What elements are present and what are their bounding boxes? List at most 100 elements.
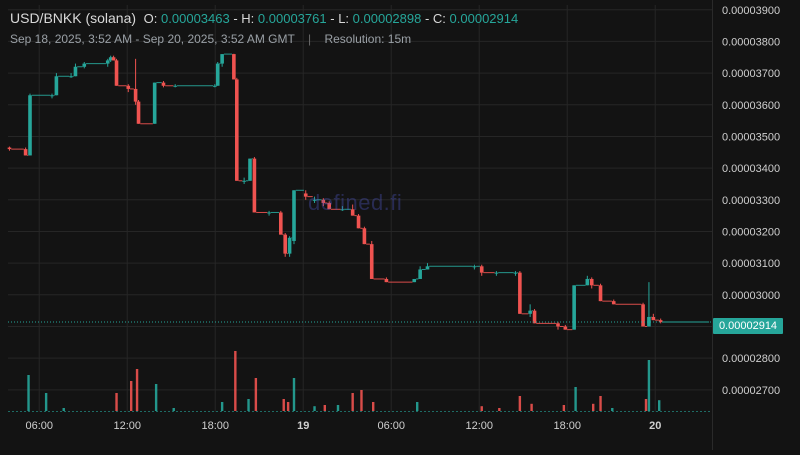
volume-bar: [360, 390, 363, 411]
volume-bar: [220, 402, 224, 411]
candle-body: [73, 66, 78, 77]
candle-body: [513, 272, 518, 274]
candle-body: [532, 310, 537, 324]
candle-body: [267, 212, 271, 214]
volume-bar: [599, 396, 602, 411]
x-tick-label: 18:00: [201, 420, 229, 432]
volume-bar: [498, 408, 501, 411]
y-tick-label: 0.00002700: [722, 385, 780, 397]
candle-body: [248, 158, 252, 181]
y-tick-label: 0.00003000: [722, 290, 780, 302]
close-label: C:: [432, 11, 446, 26]
candle-body: [252, 158, 257, 213]
candle-body: [384, 278, 389, 283]
candle-body: [82, 63, 87, 67]
volume-bar: [292, 378, 296, 411]
x-tick-label: 19: [297, 420, 309, 432]
candle-body: [585, 278, 590, 286]
high-label: H:: [241, 11, 255, 26]
candle-body: [472, 266, 477, 268]
volume-bar: [644, 399, 648, 411]
x-tick-label: 20: [649, 420, 661, 432]
volume-bar: [562, 405, 566, 411]
open-label: O:: [143, 11, 158, 26]
candle-body: [321, 199, 326, 203]
high-value: 0.00003761: [257, 11, 327, 26]
candle-body: [412, 278, 417, 283]
candle-body: [418, 269, 422, 279]
volume-bar: [254, 378, 258, 411]
y-tick-label: 0.00003900: [722, 5, 780, 17]
resolution-label: Resolution: 15m: [324, 32, 412, 46]
y-tick-label: 0.00003100: [722, 258, 780, 270]
volume-bar: [658, 400, 661, 411]
range-separator: |: [307, 32, 312, 46]
candle-body: [556, 323, 560, 327]
low-value: 0.00002898: [352, 11, 422, 26]
candle-body: [126, 85, 131, 89]
candle-body: [572, 285, 576, 330]
sep-dash: -: [330, 11, 339, 26]
candle-body: [111, 57, 116, 61]
candle-body: [136, 101, 141, 124]
volume-bar: [62, 408, 65, 411]
volume-bar: [44, 393, 48, 411]
candle-body: [518, 272, 522, 314]
watermark: defined.fi: [308, 190, 403, 215]
candle-body: [215, 63, 220, 86]
volume-bar: [130, 381, 133, 411]
volume-bar: [154, 384, 158, 411]
x-tick-label: 06:00: [377, 420, 405, 432]
volume-bar: [135, 369, 139, 411]
candle-body: [173, 85, 177, 87]
x-tick-label: 12:00: [113, 420, 141, 432]
candle-body: [425, 266, 430, 270]
close-value: 0.00002914: [449, 11, 519, 26]
candle-body: [279, 212, 283, 235]
candle-body: [611, 301, 616, 305]
y-tick-label: 0.00003400: [722, 163, 780, 175]
candle-body: [69, 76, 73, 78]
volume-bar: [172, 408, 175, 411]
candle-body: [152, 82, 157, 124]
candle-body: [292, 190, 296, 241]
candle-body: [232, 54, 236, 80]
open-value: 0.00003463: [161, 11, 230, 26]
volume-bar: [286, 402, 290, 411]
volume-bar: [323, 405, 326, 411]
candle-body: [283, 234, 287, 254]
candle-body: [350, 209, 355, 216]
candle-body: [312, 199, 317, 201]
low-label: L:: [338, 11, 350, 26]
y-tick-label: 0.00003800: [722, 36, 780, 48]
candle-body: [479, 266, 484, 273]
candle-body: [105, 60, 110, 64]
sep-dash: -: [233, 11, 242, 26]
volume-bar: [611, 408, 614, 411]
volume-bar: [282, 399, 285, 411]
candle-body: [362, 228, 367, 245]
candle-body: [23, 149, 28, 156]
candle-body: [356, 215, 361, 229]
candle-body: [598, 285, 603, 302]
candle-body: [340, 209, 345, 211]
chart-legend-header: USD/BNKK (solana) O: 0.00003463 - H: 0.0…: [10, 10, 518, 46]
candle-body: [589, 278, 594, 286]
candle-body: [327, 202, 331, 210]
volume-bar: [592, 403, 595, 411]
candle-body: [108, 57, 113, 61]
candle-body: [563, 326, 568, 330]
candle-body: [50, 95, 54, 97]
candle-body: [369, 244, 374, 279]
volume-bar: [416, 402, 419, 411]
x-tick-label: 12:00: [465, 420, 493, 432]
candle-body: [494, 272, 499, 274]
candle-body: [303, 193, 308, 197]
volume-bar: [480, 406, 483, 411]
x-tick-label: 18:00: [553, 420, 581, 432]
volume-bar: [647, 360, 651, 411]
candle-body: [528, 310, 532, 314]
volume-bar: [234, 351, 237, 411]
